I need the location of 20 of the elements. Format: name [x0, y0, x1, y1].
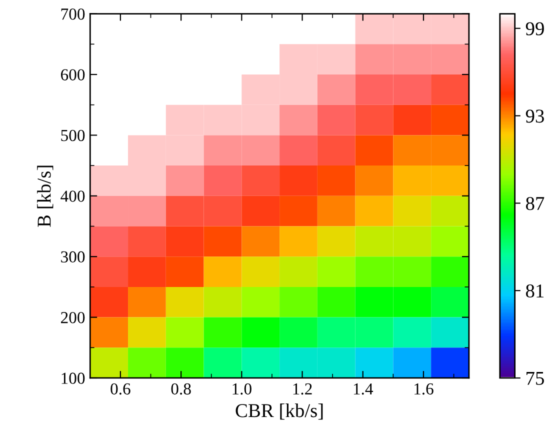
color-bar-label: 93	[526, 110, 544, 123]
y-axis-title: B [kb/s]	[37, 166, 54, 227]
y-tick-label: 500	[61, 130, 85, 142]
color-bar-label: 87	[526, 196, 544, 210]
color-bar-label: 99	[526, 22, 544, 36]
x-tick-label: 1.2	[293, 383, 312, 395]
color-bar-label: 75	[526, 372, 544, 385]
y-tick-label: 200	[61, 312, 85, 324]
y-tick-label: 400	[60, 190, 85, 202]
x-tick-label: 1.6	[414, 383, 434, 395]
y-tick-label: 600	[60, 69, 85, 80]
y-tick-label: 700	[61, 8, 85, 20]
x-tick-label: 0.6	[110, 383, 130, 395]
x-tick-label: 1.0	[232, 383, 252, 395]
color-bar-label: 81	[526, 284, 544, 298]
x-tick-label: 1.4	[354, 383, 374, 395]
y-tick-label: 100	[62, 372, 85, 384]
y-tick-label: 300	[61, 251, 85, 263]
x-tick-label: 0.8	[171, 383, 191, 395]
x-axis-title: CBR [kb/s]	[236, 404, 323, 420]
